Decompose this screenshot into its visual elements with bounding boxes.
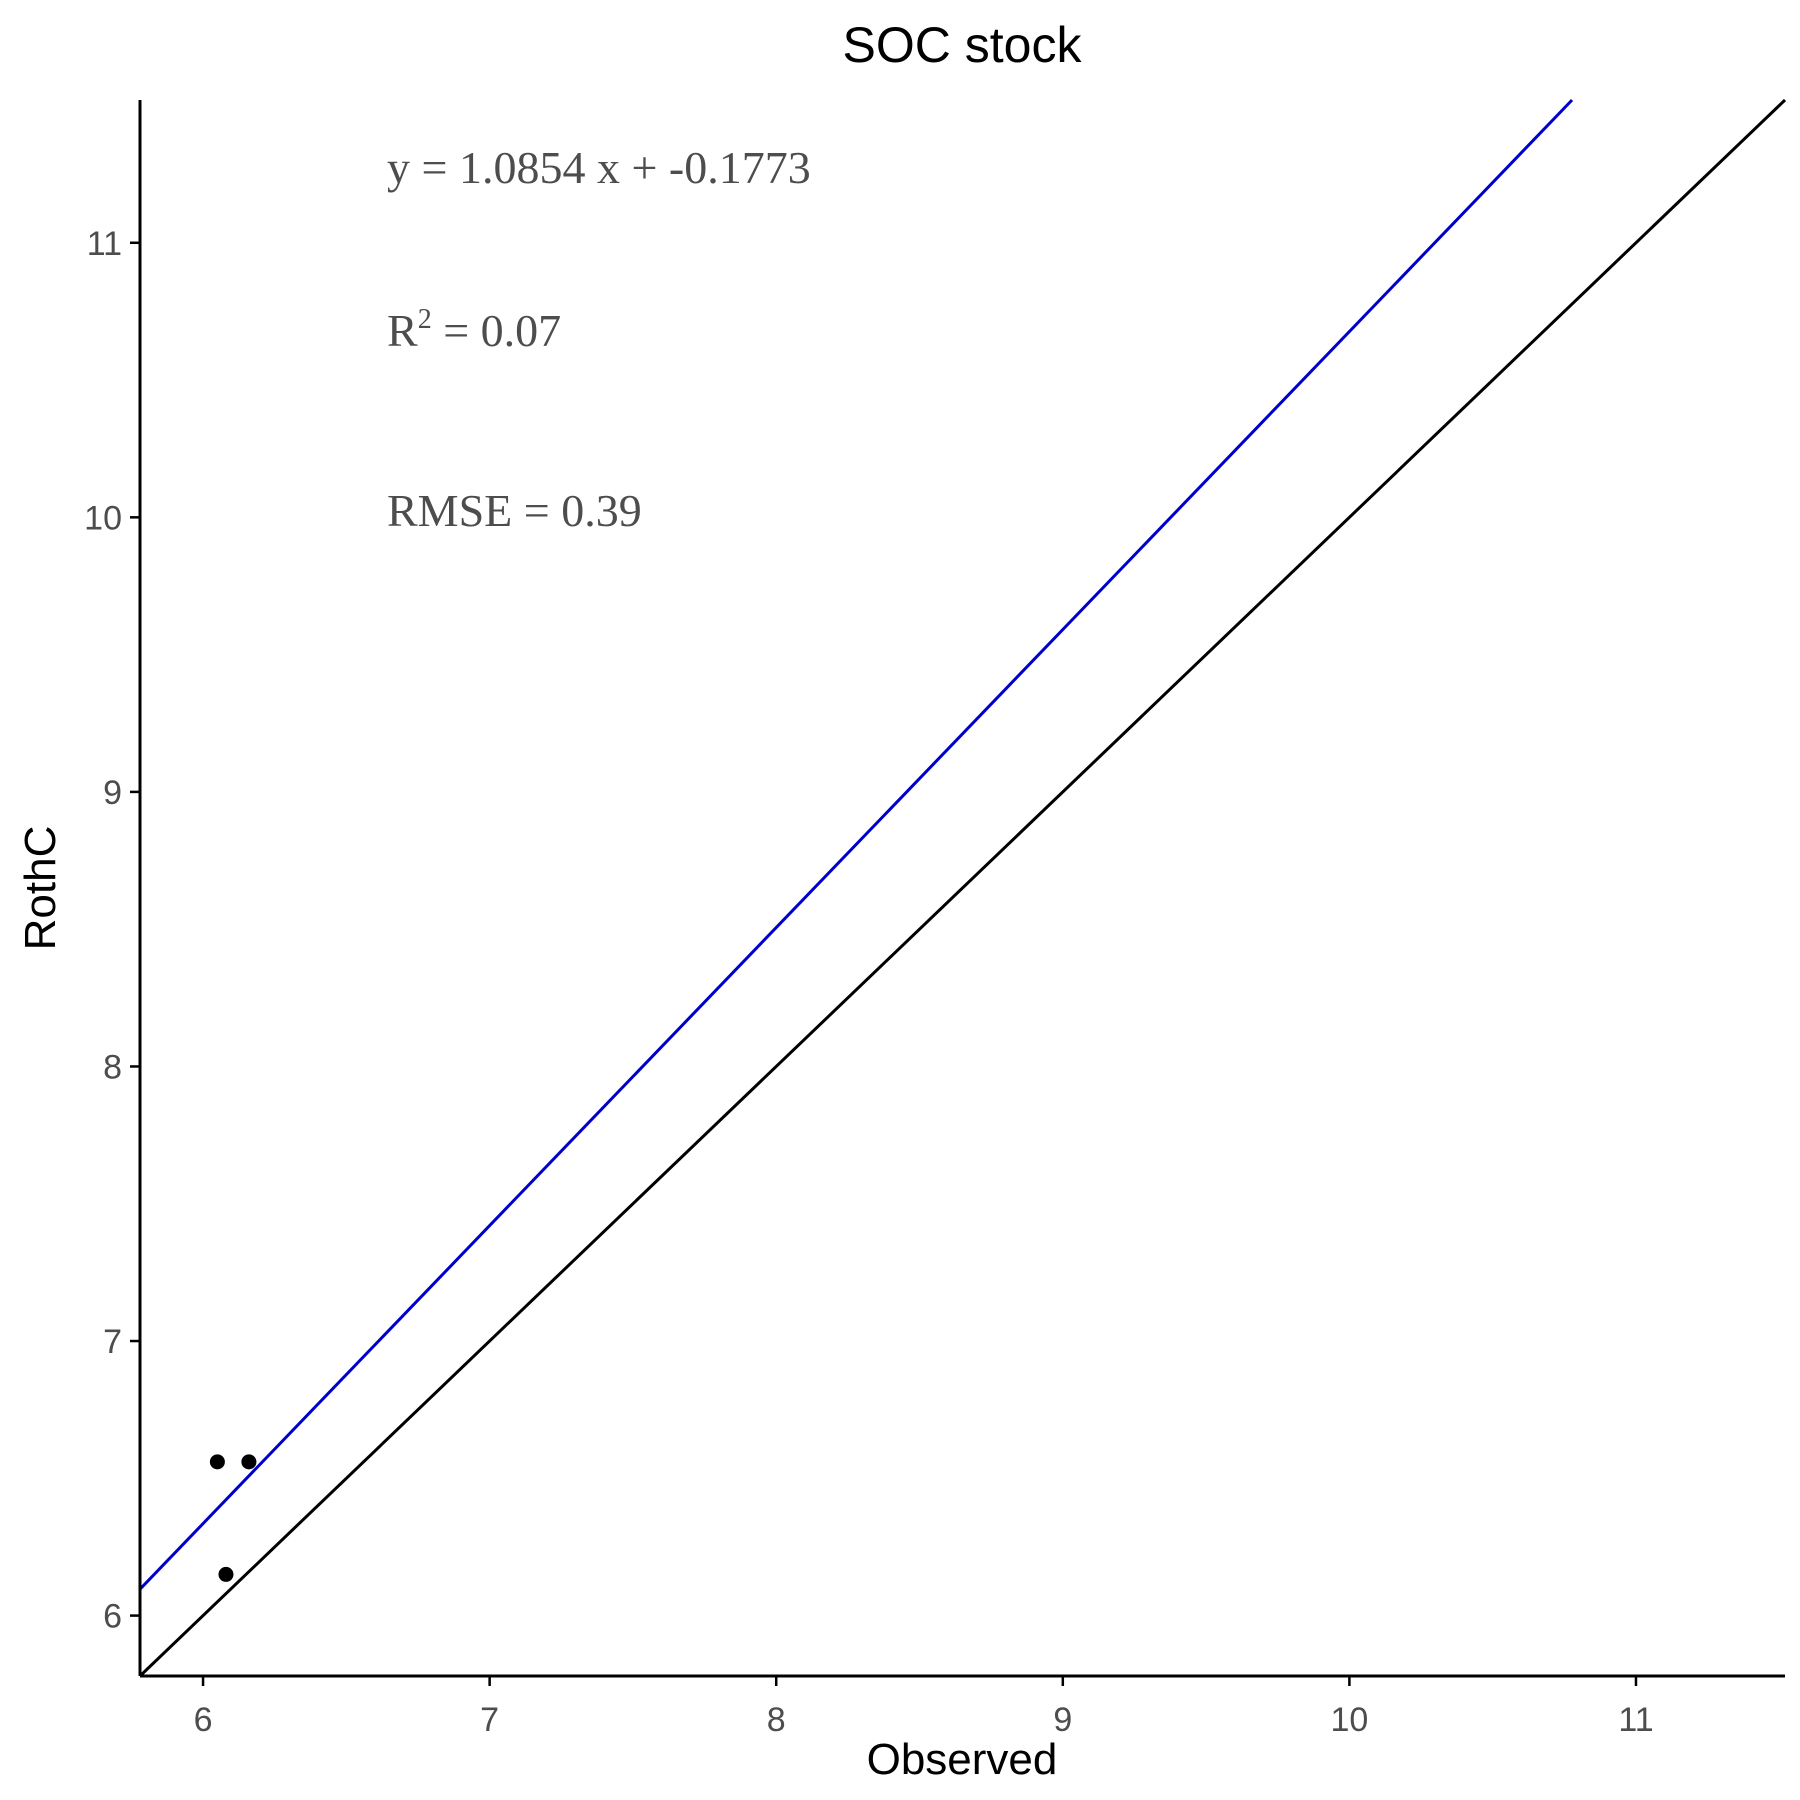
y-tick-label: 10 [84,499,122,537]
y-tick-label: 6 [103,1598,122,1636]
x-axis-ticks: 6 7 8 9 10 11 [194,1676,1654,1739]
y-tick-label: 9 [103,774,122,812]
y-tick-label: 8 [103,1048,122,1086]
regression-equation: y = 1.0854 x + -0.1773 [387,142,811,193]
y-axis-ticks: 6 7 8 9 10 11 [84,225,140,1636]
x-tick-label: 6 [194,1701,213,1739]
plot-points [209,1454,257,1582]
r2-superscript: 2 [418,304,432,335]
rmse-label: RMSE = 0.39 [387,485,642,536]
identity-line [138,98,1787,1678]
r-squared-label: R2 = 0.07 [387,304,561,356]
data-point-2 [241,1454,257,1470]
x-tick-label: 8 [767,1701,786,1739]
plot-lines [138,98,1787,1678]
chart-title: SOC stock [843,17,1083,73]
y-tick-label: 7 [103,1323,122,1361]
x-tick-label: 7 [480,1701,499,1739]
x-tick-label: 9 [1053,1701,1072,1739]
x-axis-title: Observed [867,1735,1058,1784]
data-point-1 [209,1454,225,1470]
y-tick-label: 11 [87,225,122,263]
x-tick-label: 10 [1330,1701,1368,1739]
data-point-3 [218,1566,234,1582]
r2-value: = 0.07 [432,305,561,356]
regression-line [138,98,1574,1591]
r2-prefix: R [387,305,418,356]
x-tick-label: 11 [1618,1701,1653,1739]
y-axis-title: RothC [16,826,65,951]
